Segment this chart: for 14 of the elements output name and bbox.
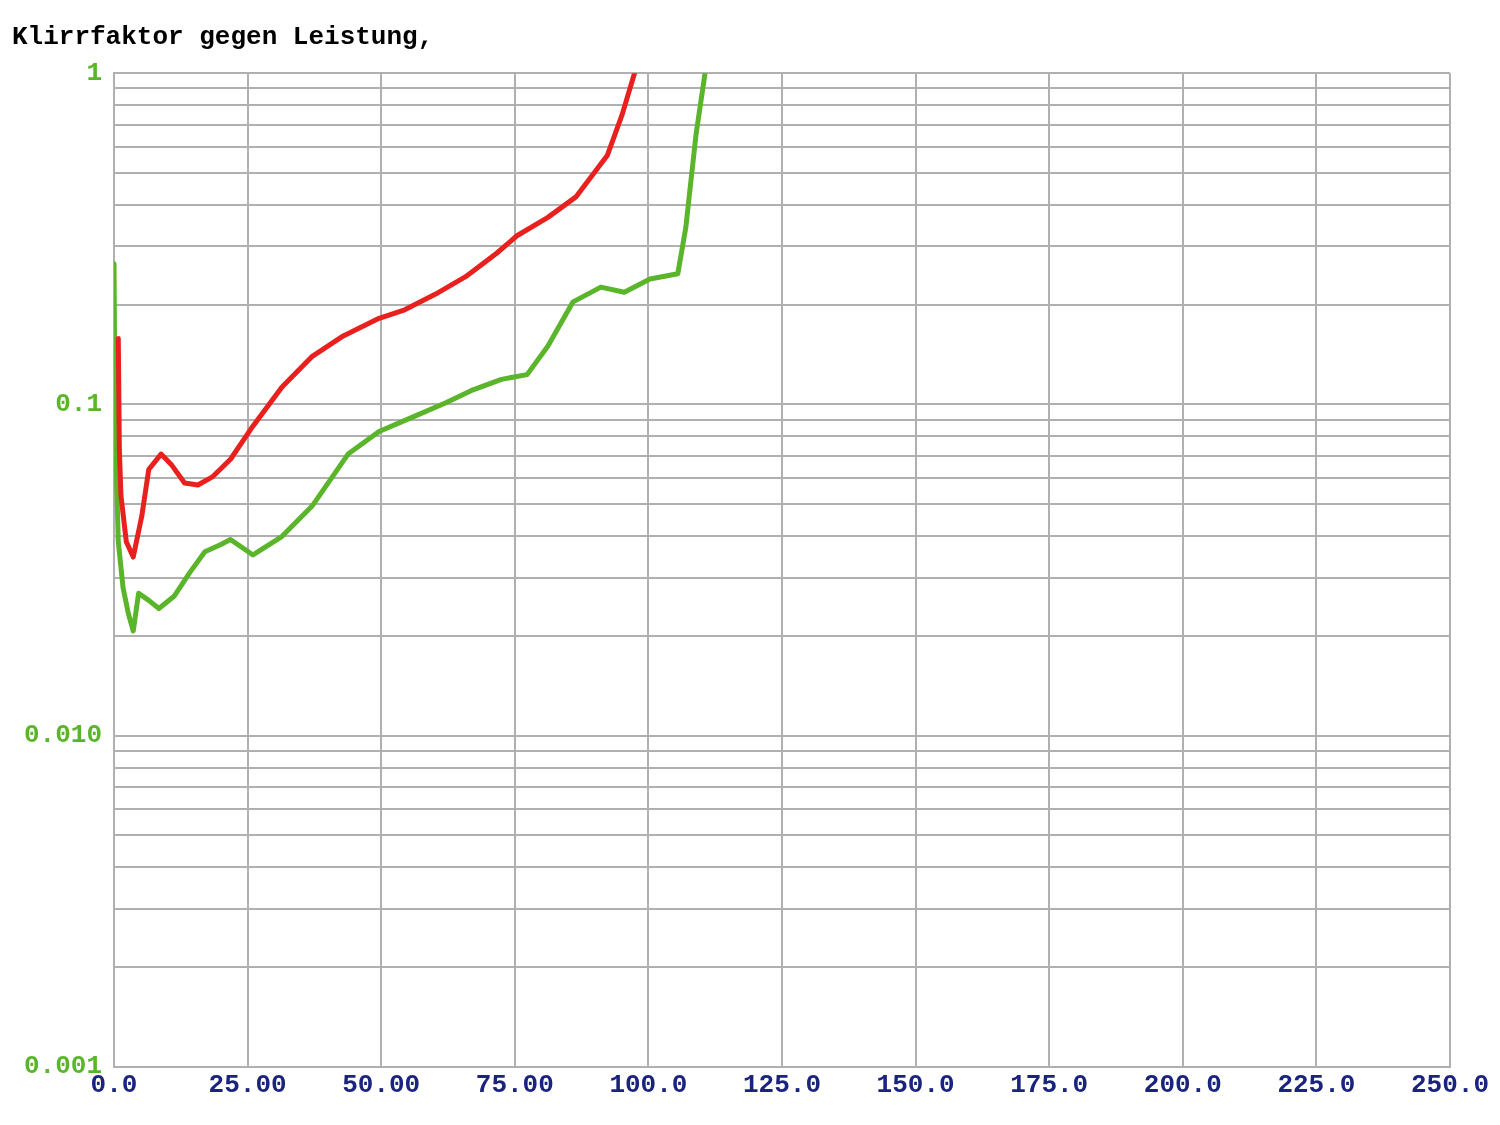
x-tick-label: 75.00 <box>475 1069 554 1100</box>
x-tick-label: 250.0 <box>1410 1069 1489 1100</box>
x-tick-label: 25.00 <box>208 1069 287 1100</box>
x-tick-label: 100.0 <box>609 1069 688 1100</box>
y-tick-label: 0.1 <box>55 388 103 419</box>
x-tick-label: 150.0 <box>876 1069 955 1100</box>
x-tick-label: 175.0 <box>1010 1069 1089 1100</box>
x-tick-label: 200.0 <box>1143 1069 1222 1100</box>
x-tick-label: 225.0 <box>1277 1069 1356 1100</box>
chart-title: Klirrfaktor gegen Leistung, <box>12 22 434 53</box>
y-tick-label: 1 <box>86 57 103 88</box>
x-tick-label: 50.00 <box>342 1069 421 1100</box>
y-tick-label: 0.010 <box>24 720 103 751</box>
x-tick-label: 125.0 <box>743 1069 822 1100</box>
